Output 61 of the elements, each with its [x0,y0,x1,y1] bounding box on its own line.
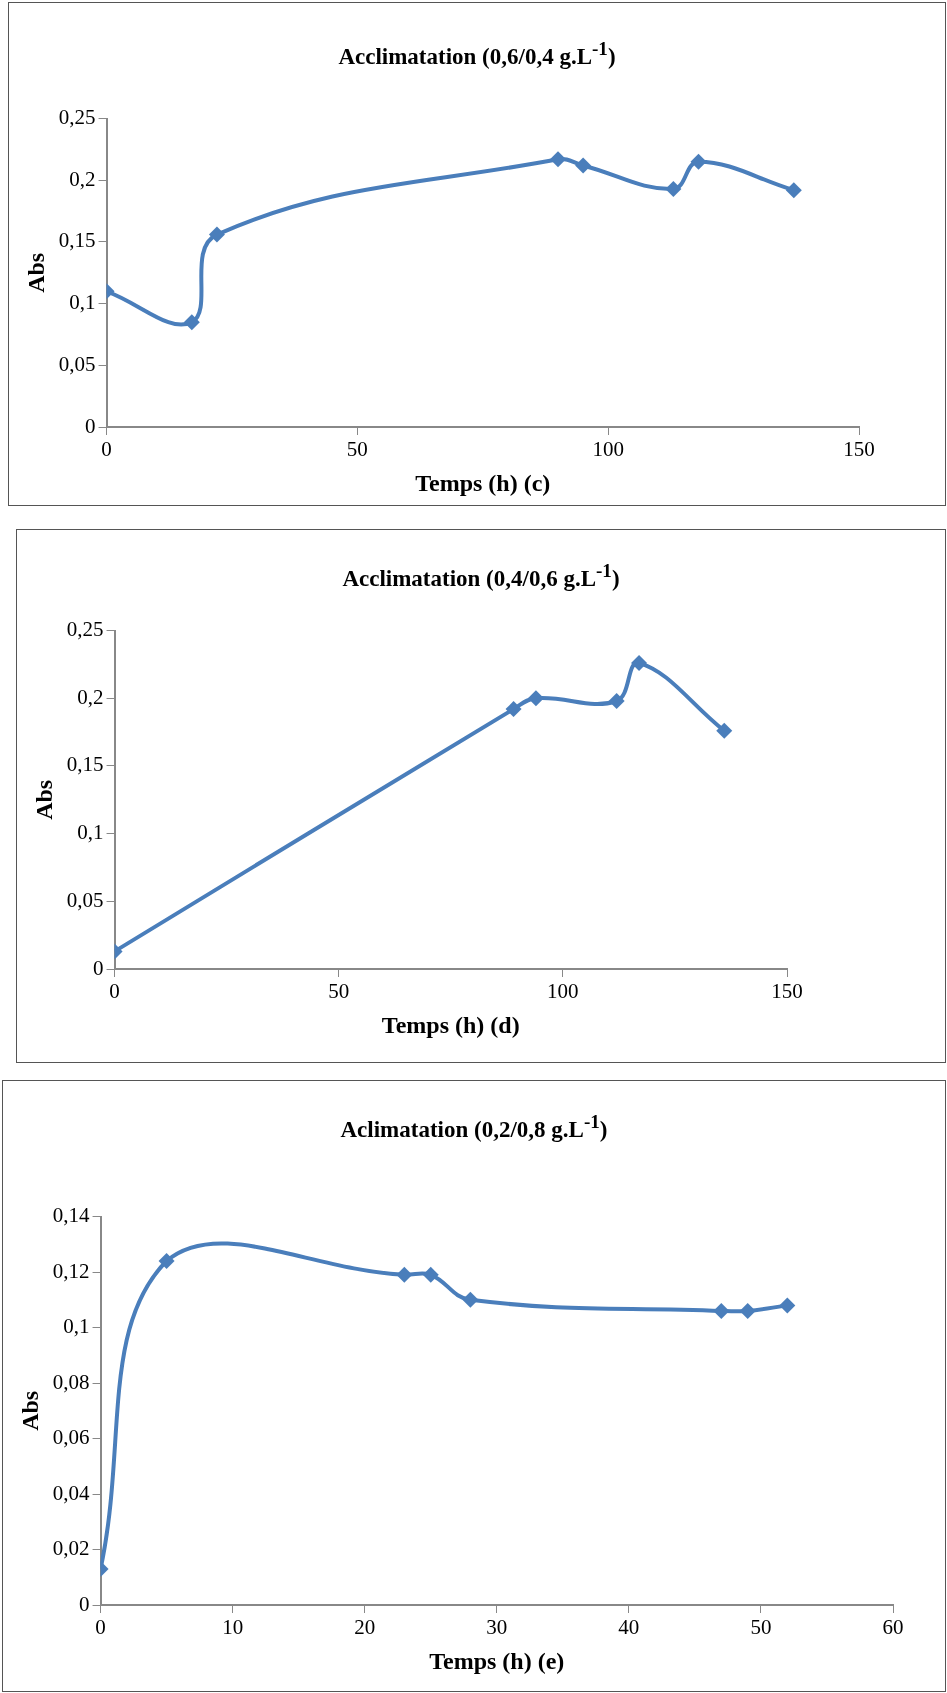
x-tick-label: 150 [771,979,803,1004]
x-tick-label: 40 [618,1615,640,1640]
point [208,226,225,243]
point [505,701,522,718]
x-tick-label: 50 [328,979,350,1004]
point [396,1266,413,1283]
x-tick-label: 50 [346,437,368,462]
y-tick-label: 0,08 [52,1369,90,1394]
point [713,1302,730,1319]
y-tick-label: 0,05 [66,887,104,912]
chart-title: Acclimatation (0,4/0,6 g.L$^{-1}$) [341,560,621,592]
point [716,722,733,739]
point [739,1302,756,1319]
y-tick-label: 0,2 [69,166,96,191]
point [158,1252,175,1269]
y-axis-title: Abs [30,779,57,820]
point [608,692,625,709]
point [779,1297,796,1314]
y-tick-label: 0,12 [52,1258,90,1283]
chart-title: Acclimatation (0,6/0,4 g.L$^{-1}$) [337,38,617,70]
x-tick-label: 10 [222,1615,244,1640]
point [785,182,802,199]
y-tick-label: 0 [85,413,96,438]
x-tick-label: 0 [109,979,120,1004]
point [550,151,567,168]
y-tick-label: 0,25 [66,617,104,642]
x-tick-label: 150 [843,437,875,462]
point [462,1291,479,1308]
point [665,180,682,197]
y-tick-label: 0,2 [77,684,104,709]
y-axis-title: Abs [16,1390,43,1431]
y-tick-label: 0,1 [77,820,104,845]
y-tick-label: 0 [79,1591,90,1616]
chart-title: Aclimatation (0,2/0,8 g.L$^{-1}$) [339,1111,609,1143]
y-tick-label: 0,04 [52,1480,91,1505]
y-tick-label: 0,15 [66,752,104,777]
point [527,690,544,707]
point [183,314,200,331]
x-axis-title: Temps (h) (e) [429,1647,565,1674]
y-tick-label: 0,15 [58,228,96,253]
point [422,1266,439,1283]
point [631,655,648,672]
point [690,153,707,170]
x-tick-label: 60 [882,1615,904,1640]
y-tick-label: 0 [93,955,104,980]
y-tick-label: 0,1 [63,1314,90,1339]
x-axis-title: Temps (h) (c) [415,469,551,496]
x-tick-label: 100 [547,979,579,1004]
y-tick-label: 0,05 [58,351,96,376]
x-axis-title: Temps (h) (d) [381,1011,520,1038]
y-tick-label: 0,14 [52,1203,91,1228]
x-tick-label: 20 [354,1615,376,1640]
y-tick-label: 0,25 [58,105,96,130]
y-tick-label: 0,02 [52,1536,90,1561]
x-tick-label: 30 [486,1615,508,1640]
point [575,157,592,174]
x-tick-label: 100 [592,437,624,462]
x-tick-label: 50 [750,1615,772,1640]
y-tick-label: 0,1 [69,290,96,315]
y-tick-label: 0,06 [52,1425,90,1450]
y-axis-title: Abs [22,252,49,293]
